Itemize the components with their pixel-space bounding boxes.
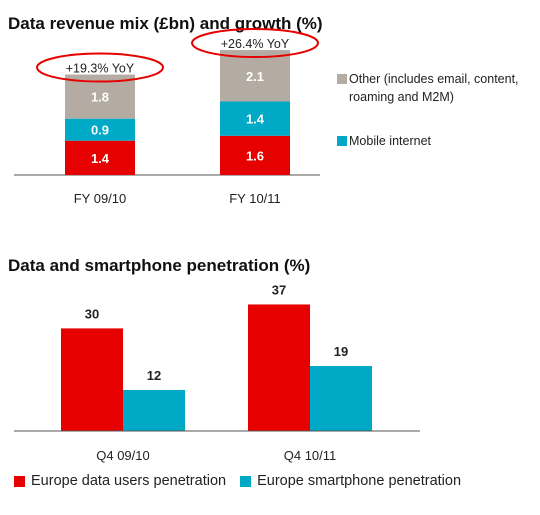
legend-item-mobile-internet: Mobile internet (337, 132, 539, 150)
chart1-bar-s0-1 (220, 101, 290, 136)
chart1-annotation-label: +19.3% YoY (66, 62, 135, 76)
legend-item-smartphone: Europe smartphone penetration (240, 473, 461, 489)
chart2-title: Data and smartphone penetration (%) (8, 256, 311, 275)
chart1-bar-s1-1 (220, 50, 290, 102)
chart2-value-label: 37 (272, 282, 286, 297)
chart1-value-label: 1.6 (246, 148, 264, 163)
chart2-bar-s1-0 (123, 389, 185, 431)
legend-item-other: Other (includes email, content, roaming … (337, 70, 539, 106)
chart1-category-label: FY 09/10 (74, 191, 127, 206)
chart2-legend: Europe data users penetration Europe sma… (14, 473, 475, 489)
chart1-value-label: 1.4 (246, 112, 265, 127)
chart2-bar-s0-1 (248, 304, 310, 431)
legend-swatch-data-users (14, 475, 25, 487)
chart2-bar-s0-0 (61, 328, 123, 431)
chart2-category-label: Q4 10/11 (284, 448, 337, 463)
chart1-annotation-label: +26.4% YoY (221, 37, 290, 51)
legend-label-smartphone: Europe smartphone penetration (257, 473, 462, 489)
legend-label-mobile-internet: Mobile internet (349, 134, 431, 148)
legend-label-data-users: Europe data users penetration (31, 473, 227, 489)
chart1-value-label: 0.9 (91, 123, 109, 138)
chart1-annotation-ellipse-0 (36, 52, 164, 83)
chart2-value-label: 19 (334, 344, 348, 359)
chart2-value-label: 30 (85, 306, 99, 321)
chart1-bar-base-0 (65, 140, 135, 175)
chart1-value-label: 1.4 (91, 151, 110, 166)
chart2-value-label: 12 (147, 368, 161, 383)
legend-swatch-smartphone (240, 475, 252, 487)
chart1-bar-s0-0 (65, 118, 135, 141)
legend-label-other: Other (includes email, content, roaming … (349, 72, 519, 104)
chart2-bar-s1-1 (310, 366, 372, 431)
chart2-category-label: Q4 09/10 (96, 448, 150, 463)
chart1-bar-base-1 (220, 135, 290, 175)
chart1-annotation-ellipse-1 (191, 28, 319, 59)
legend-swatch-other (337, 74, 347, 84)
legend-swatch-mobile-internet (337, 136, 347, 146)
chart1-value-label: 2.1 (246, 69, 264, 84)
chart1-value-label: 1.8 (91, 90, 109, 105)
chart1-category-label: FY 10/11 (229, 191, 281, 206)
legend-item-data-users: Europe data users penetration (14, 473, 226, 489)
